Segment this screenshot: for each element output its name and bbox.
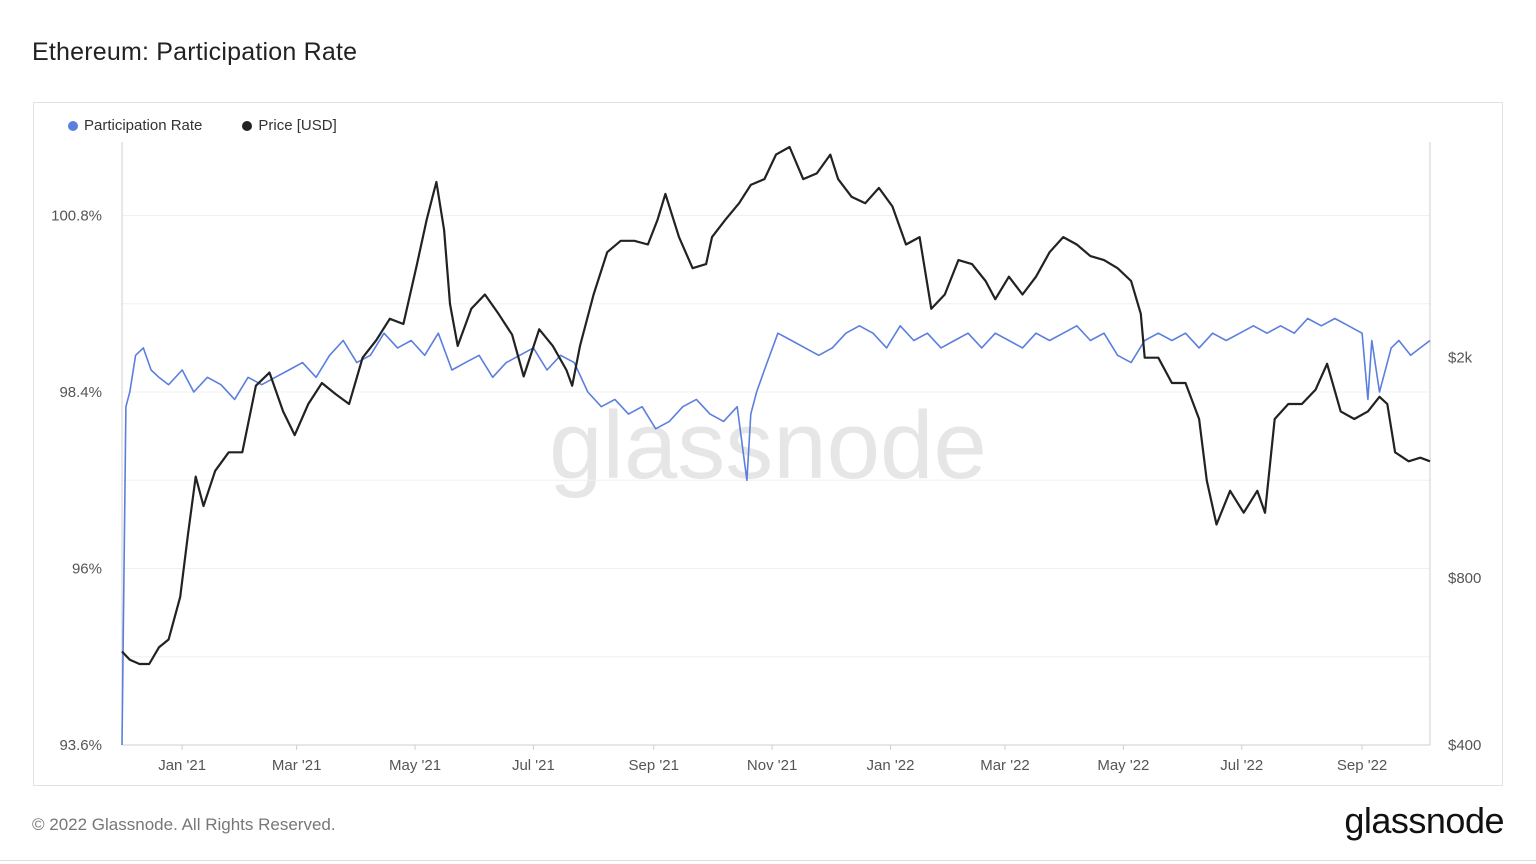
series-layer	[121, 145, 1431, 746]
x-tick-label: Mar '21	[272, 757, 322, 774]
y-left-tick-label: 96%	[72, 561, 102, 578]
footer-copyright: © 2022 Glassnode. All Rights Reserved.	[32, 815, 336, 834]
legend-item-participation-rate[interactable]: Participation Rate	[68, 117, 202, 134]
y-left-tick-label: 93.6%	[59, 737, 102, 754]
tick-labels: 93.6% 96% 98.4% 100.8% $400 $800 $2k Jan '21 Mar…	[51, 208, 1481, 774]
legend-item-price[interactable]: Price [USD]	[242, 117, 337, 134]
chart-watermark: glassnode	[549, 392, 987, 499]
footer-brand-logo: glassnode	[1344, 800, 1504, 841]
axes	[121, 142, 1431, 750]
x-tick-label: Sep '21	[629, 757, 679, 774]
y-left-tick-label: 100.8%	[51, 208, 102, 225]
legend-label: Participation Rate	[84, 117, 203, 134]
y-left-tick-label: 98.4%	[59, 384, 102, 401]
grid-lines	[122, 215, 1430, 746]
bottom-divider	[0, 860, 1536, 861]
x-tick-label: Jul '22	[1220, 757, 1263, 774]
x-tick-label: Sep '22	[1337, 757, 1387, 774]
page-title: Ethereum: Participation Rate	[32, 38, 358, 66]
legend-label: Price [USD]	[258, 117, 337, 134]
x-tick-label: Jan '22	[867, 757, 915, 774]
y-right-tick-label: $400	[1448, 737, 1481, 754]
y-right-tick-label: $800	[1448, 570, 1481, 587]
legend-dot-icon	[242, 120, 253, 131]
legend-dot-icon	[68, 120, 78, 131]
price-line	[121, 145, 1431, 666]
chart-legend: Participation Rate Price [USD]	[68, 117, 337, 134]
participation-rate-line	[121, 317, 1431, 746]
x-tick-label: May '22	[1097, 757, 1149, 774]
x-tick-label: Nov '21	[747, 757, 797, 774]
x-tick-label: Jul '21	[512, 757, 555, 774]
y-right-tick-label: $2k	[1448, 350, 1473, 367]
x-tick-label: May '21	[389, 757, 441, 774]
x-tick-label: Jan '21	[158, 757, 206, 774]
x-tick-label: Mar '22	[980, 757, 1030, 774]
